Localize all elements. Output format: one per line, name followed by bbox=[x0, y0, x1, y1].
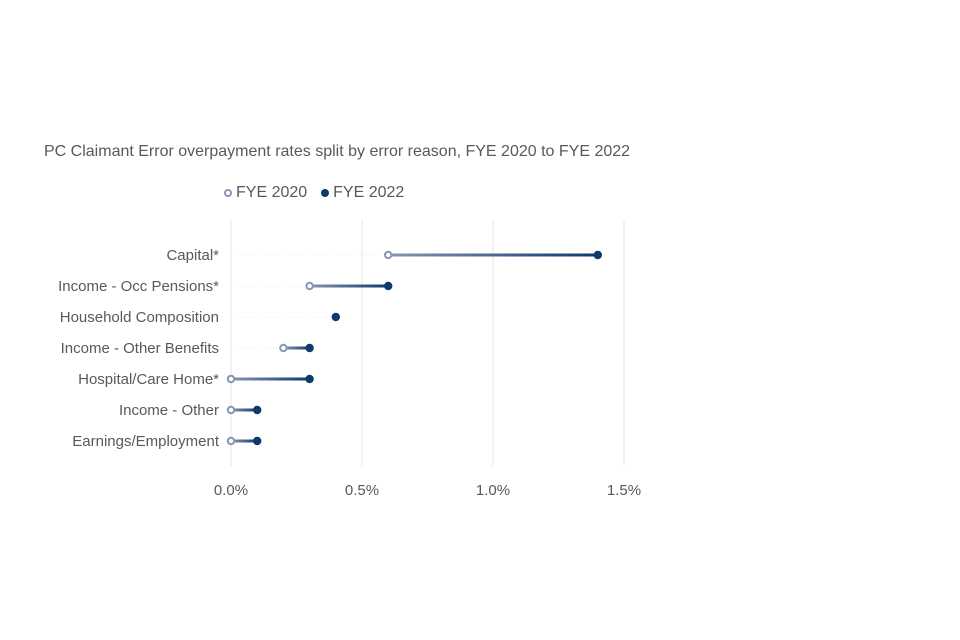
x-tick-label-1: 0.5% bbox=[345, 482, 379, 499]
point-fye-2020-income-other bbox=[226, 405, 236, 415]
point-fye-2020-income-occ-pensions bbox=[305, 281, 314, 291]
category-label-income-other-benefits: Income - Other Benefits bbox=[61, 340, 219, 357]
legend-marker-fye-2022 bbox=[321, 189, 330, 197]
legend-entry-fye-2022: FYE 2022 bbox=[321, 184, 404, 202]
point-fye-2022-household-composition bbox=[331, 312, 340, 322]
legend-label-fye-2022: FYE 2022 bbox=[333, 184, 405, 201]
category-label-household-composition: Household Composition bbox=[60, 309, 219, 326]
category-label-income-occ-pensions: Income - Occ Pensions* bbox=[58, 278, 219, 295]
point-fye-2020-earnings-employment bbox=[226, 436, 236, 446]
point-fye-2020-capital bbox=[384, 250, 393, 260]
x-tick-label-0: 0.0% bbox=[214, 482, 248, 499]
legend-label-fye-2020: FYE 2020 bbox=[236, 184, 308, 201]
point-fye-2022-earnings-employment bbox=[253, 436, 262, 446]
point-fye-2022-hospital-care-home bbox=[305, 374, 314, 384]
legend: FYE 2020 FYE 2022 bbox=[224, 184, 404, 202]
point-fye-2022-capital bbox=[593, 250, 602, 260]
point-fye-2022-income-other-benefits bbox=[305, 343, 314, 353]
point-fye-2020-income-other-benefits bbox=[279, 343, 288, 353]
legend-marker-fye-2020 bbox=[224, 189, 232, 197]
point-fye-2022-income-other bbox=[253, 405, 262, 415]
x-tick-label-3: 1.5% bbox=[607, 482, 641, 499]
x-tick-label-2: 1.0% bbox=[476, 482, 510, 499]
category-label-capital: Capital* bbox=[166, 247, 219, 264]
point-fye-2020-hospital-care-home bbox=[226, 374, 236, 384]
category-label-income-other: Income - Other bbox=[119, 402, 219, 419]
point-fye-2022-income-occ-pensions bbox=[384, 281, 393, 291]
category-label-earnings-employment: Earnings/Employment bbox=[72, 433, 220, 450]
category-label-hospital-care-home: Hospital/Care Home* bbox=[78, 371, 219, 388]
chart-title: PC Claimant Error overpayment rates spli… bbox=[44, 143, 631, 160]
legend-entry-fye-2020: FYE 2020 bbox=[224, 184, 307, 202]
